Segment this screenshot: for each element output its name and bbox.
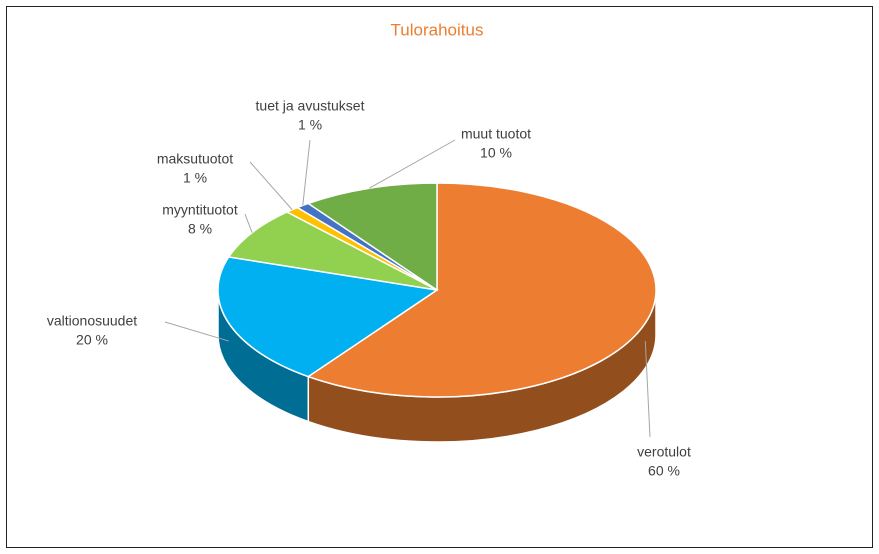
- leader-line: [244, 213, 253, 233]
- data-label-name: verotulot: [637, 444, 691, 460]
- slice: [217, 256, 440, 378]
- leader-line: [644, 341, 651, 438]
- data-label-value: 1 %: [298, 117, 322, 133]
- data-label-value: 20 %: [76, 332, 108, 348]
- chart-title: Tulorahoitus: [391, 20, 484, 39]
- leader-line: [164, 321, 229, 342]
- slice: [227, 211, 438, 291]
- leader-line: [249, 161, 293, 211]
- data-label-value: 8 %: [188, 221, 212, 237]
- data-label-name: myyntituotot: [162, 202, 238, 218]
- data-label-name: maksutuotot: [157, 151, 233, 167]
- data-label-value: 10 %: [480, 145, 512, 161]
- data-label-value: 1 %: [183, 170, 207, 186]
- leader-line: [369, 139, 456, 189]
- leader-line: [302, 139, 311, 206]
- data-label-name: valtionosuudet: [47, 313, 137, 329]
- slice: [306, 182, 657, 398]
- data-label-name: muut tuotot: [461, 126, 531, 142]
- data-label-value: 60 %: [648, 463, 680, 479]
- data-label-name: tuet ja avustukset: [256, 98, 365, 114]
